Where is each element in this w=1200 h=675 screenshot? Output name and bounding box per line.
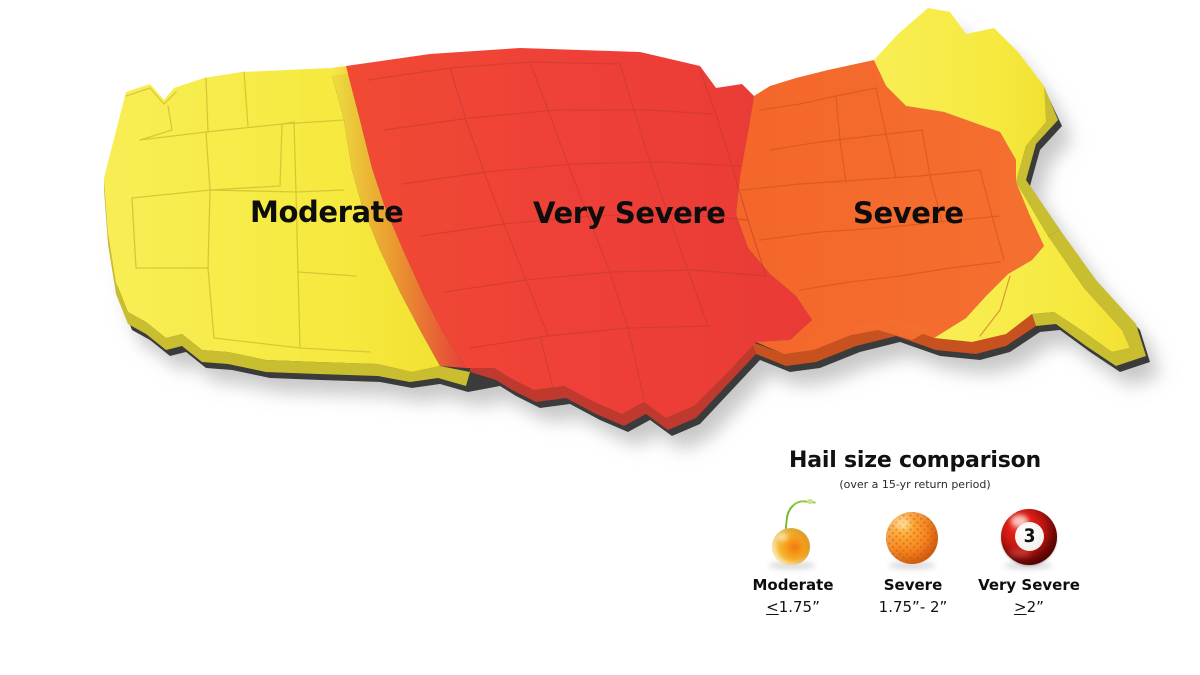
map-region-moderate <box>104 66 466 372</box>
map-label-severe: Severe <box>853 196 964 230</box>
legend-item-range: 1.75”- 2” <box>878 598 948 616</box>
map-region-florida-moderate <box>934 182 1130 352</box>
golf-ball-icon <box>878 498 948 570</box>
map-region-very-severe <box>346 48 812 418</box>
golf-ball-shadow <box>888 562 936 569</box>
billiard-ball-body: 3 <box>1001 509 1057 565</box>
legend-item-range: <1.75” <box>728 597 858 618</box>
state-boundaries <box>125 61 1011 401</box>
billiard-ball-number: 3 <box>1023 525 1036 547</box>
legend-range-value: 2” <box>1026 598 1044 616</box>
map-label-very-severe: Very Severe <box>533 196 726 230</box>
billiard-ball-shadow <box>1004 562 1052 569</box>
hail-size-legend: Hail size comparison (over a 15-yr retur… <box>700 440 1130 640</box>
legend-item-name: Moderate <box>752 576 834 594</box>
legend-range-value: 1.75” <box>778 598 820 616</box>
cherry-body <box>772 528 810 565</box>
legend-title: Hail size comparison <box>789 448 1041 473</box>
cherry-stem-tip <box>807 499 813 504</box>
map-side-walls <box>104 86 1146 430</box>
map-region-severe <box>736 60 1044 354</box>
legend-range-prefix: < <box>766 598 779 616</box>
legend-range-prefix: > <box>1014 598 1027 616</box>
map-region-northeast-moderate <box>874 8 1046 182</box>
legend-item-moderate: Moderate <1.75” <box>728 498 858 618</box>
cherry-shadow <box>768 562 816 569</box>
cherry-icon <box>758 498 828 570</box>
legend-item-name: Severe <box>883 576 943 594</box>
map-label-moderate: Moderate <box>250 195 404 229</box>
us-hail-risk-map: Moderate Very Severe Severe <box>104 8 1150 436</box>
map-graphic <box>104 8 1150 436</box>
legend-subtitle: (over a 15-yr return period) <box>839 478 991 491</box>
golf-ball-body <box>886 512 938 564</box>
legend-item-range: >2” <box>964 597 1094 618</box>
billiard-ball-icon: 3 <box>994 498 1064 570</box>
legend-item-very-severe: 3 Very Severe >2” <box>964 498 1094 618</box>
legend-item-name: Very Severe <box>978 576 1080 594</box>
billiard-ball-lower-highlight <box>1009 549 1031 557</box>
billiard-ball-number-disc: 3 <box>1015 522 1044 551</box>
legend-item-severe: Severe 1.75”- 2” <box>848 498 978 618</box>
map-region-gulf-severe <box>756 320 930 354</box>
